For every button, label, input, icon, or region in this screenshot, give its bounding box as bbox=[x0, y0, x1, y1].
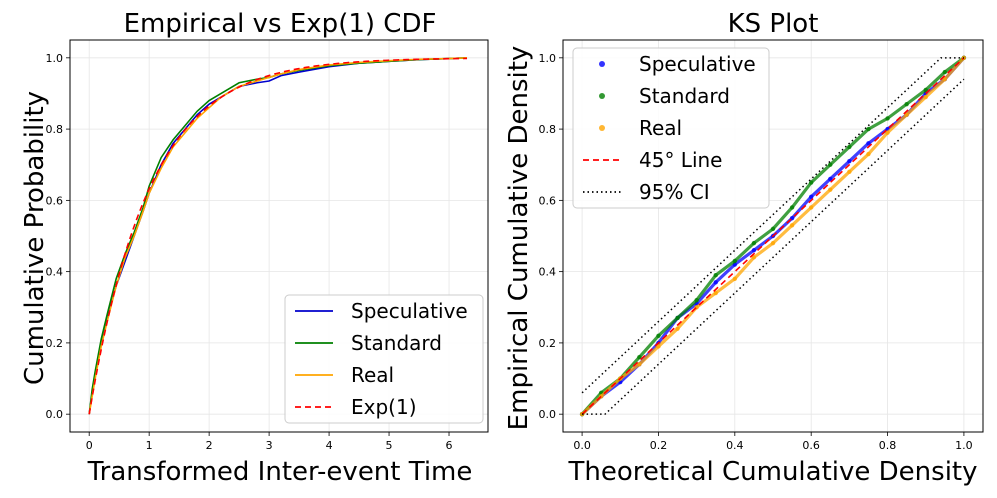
cdf-chart: Empirical vs Exp(1) CDF Transformed Inte… bbox=[20, 9, 489, 487]
y-tick-label: 0.4 bbox=[46, 266, 64, 279]
legend-box bbox=[284, 294, 484, 424]
legend-label: Speculative bbox=[639, 52, 756, 76]
y-tick-label: 0.6 bbox=[46, 194, 64, 207]
data-point bbox=[904, 101, 909, 107]
data-point bbox=[732, 276, 738, 281]
chart-title: KS Plot bbox=[728, 9, 819, 39]
data-point bbox=[713, 290, 718, 296]
data-point bbox=[828, 162, 833, 167]
x-tick-label: 1 bbox=[146, 439, 153, 452]
legend-label: Exp(1) bbox=[351, 395, 417, 419]
x-tick-label: 1.0 bbox=[955, 439, 973, 452]
axes-frame bbox=[562, 39, 984, 433]
legend: Speculative Standard Real 45° Line 95% CI bbox=[572, 47, 770, 209]
ci-upper-line bbox=[581, 57, 964, 394]
legend-label: Speculative bbox=[351, 299, 468, 323]
data-point bbox=[770, 226, 776, 232]
ks-chart: KS Plot Theoretical Cumulative Density E… bbox=[504, 9, 984, 487]
data-point bbox=[828, 187, 833, 192]
x-axis-title: Theoretical Cumulative Density bbox=[567, 457, 977, 487]
x-tick-label: 2 bbox=[206, 439, 213, 452]
x-tick-label: 3 bbox=[266, 439, 273, 452]
x-tick-label: 0.2 bbox=[650, 439, 668, 452]
plot-area: 0 1 2 3 4 5 6 0.0 0.2 0.4 0.6 0.8 1.0 Speculative Stan… bbox=[46, 39, 489, 452]
plot-area: 0.0 0.2 0.4 0.6 0.8 1.0 0.0 0.2 0.4 0.6 0.8 1.0 Spec… bbox=[539, 39, 984, 452]
data-point bbox=[885, 116, 890, 121]
data-point bbox=[751, 248, 757, 253]
legend-marker bbox=[599, 93, 605, 99]
legend-label: 95% CI bbox=[639, 180, 710, 204]
legend-marker bbox=[599, 125, 605, 131]
x-tick-label: 0 bbox=[86, 439, 93, 452]
y-tick-label: 0.0 bbox=[46, 408, 64, 421]
legend-label: 45° Line bbox=[639, 148, 723, 172]
x-tick-label: 0.4 bbox=[726, 439, 744, 452]
series-line-exp1 bbox=[88, 57, 468, 415]
data-point bbox=[866, 141, 871, 146]
data-point bbox=[713, 280, 718, 285]
x-tick-label: 4 bbox=[326, 439, 333, 452]
x-axis-title: Transformed Inter-event Time bbox=[87, 457, 473, 487]
data-point bbox=[675, 326, 680, 331]
y-tick-label: 0.8 bbox=[539, 123, 557, 136]
data-point bbox=[675, 315, 680, 321]
data-point bbox=[789, 223, 795, 228]
data-point bbox=[923, 94, 928, 100]
chart-title: Empirical vs Exp(1) CDF bbox=[124, 9, 437, 39]
data-point bbox=[732, 258, 738, 264]
x-tick-label: 6 bbox=[446, 439, 453, 452]
legend-label: Standard bbox=[639, 84, 730, 108]
data-point bbox=[942, 77, 948, 82]
data-point bbox=[808, 180, 814, 185]
y-tick-label: 1.0 bbox=[539, 52, 557, 65]
data-point bbox=[828, 176, 833, 182]
y-tick-label: 0.0 bbox=[539, 408, 557, 421]
data-point bbox=[751, 255, 757, 260]
axes-frame bbox=[69, 39, 489, 433]
y-tick-label: 0.4 bbox=[539, 266, 557, 279]
y-tick-label: 0.2 bbox=[539, 337, 557, 350]
data-point bbox=[866, 151, 871, 157]
y-axis-title: Empirical Cumulative Density bbox=[504, 46, 534, 431]
data-point bbox=[847, 144, 852, 150]
data-point bbox=[751, 240, 757, 246]
data-point bbox=[637, 354, 642, 360]
y-tick-label: 0.8 bbox=[46, 123, 64, 136]
data-point bbox=[904, 112, 909, 118]
data-point bbox=[656, 333, 661, 338]
y-axis-title: Cumulative Probability bbox=[20, 91, 50, 385]
data-point bbox=[866, 126, 871, 132]
x-tick-label: 0.6 bbox=[802, 439, 820, 452]
legend-label: Real bbox=[351, 363, 394, 387]
data-point bbox=[713, 273, 718, 278]
data-point bbox=[656, 344, 661, 349]
data-point bbox=[942, 69, 948, 75]
legend-box bbox=[572, 47, 770, 209]
legend-label: Standard bbox=[351, 331, 442, 355]
legend: Speculative Standard Real Exp(1) bbox=[284, 294, 484, 424]
data-point bbox=[885, 130, 890, 135]
data-point bbox=[789, 205, 795, 210]
data-point bbox=[694, 297, 699, 303]
data-point bbox=[923, 87, 928, 93]
x-tick-label: 0.8 bbox=[879, 439, 897, 452]
data-point bbox=[808, 205, 814, 210]
y-tick-label: 1.0 bbox=[46, 52, 64, 65]
data-point bbox=[770, 240, 776, 246]
legend-marker bbox=[599, 61, 605, 67]
series-line-45-line bbox=[581, 57, 965, 415]
x-tick-label: 5 bbox=[386, 439, 393, 452]
legend-label: Real bbox=[639, 116, 682, 140]
ci-lower-line bbox=[582, 78, 965, 415]
y-tick-label: 0.2 bbox=[46, 337, 64, 350]
data-point bbox=[637, 362, 642, 367]
y-tick-label: 0.6 bbox=[539, 194, 557, 207]
data-point bbox=[847, 158, 852, 164]
data-point bbox=[808, 194, 814, 199]
data-point bbox=[847, 169, 852, 175]
x-tick-label: 0.0 bbox=[573, 439, 591, 452]
